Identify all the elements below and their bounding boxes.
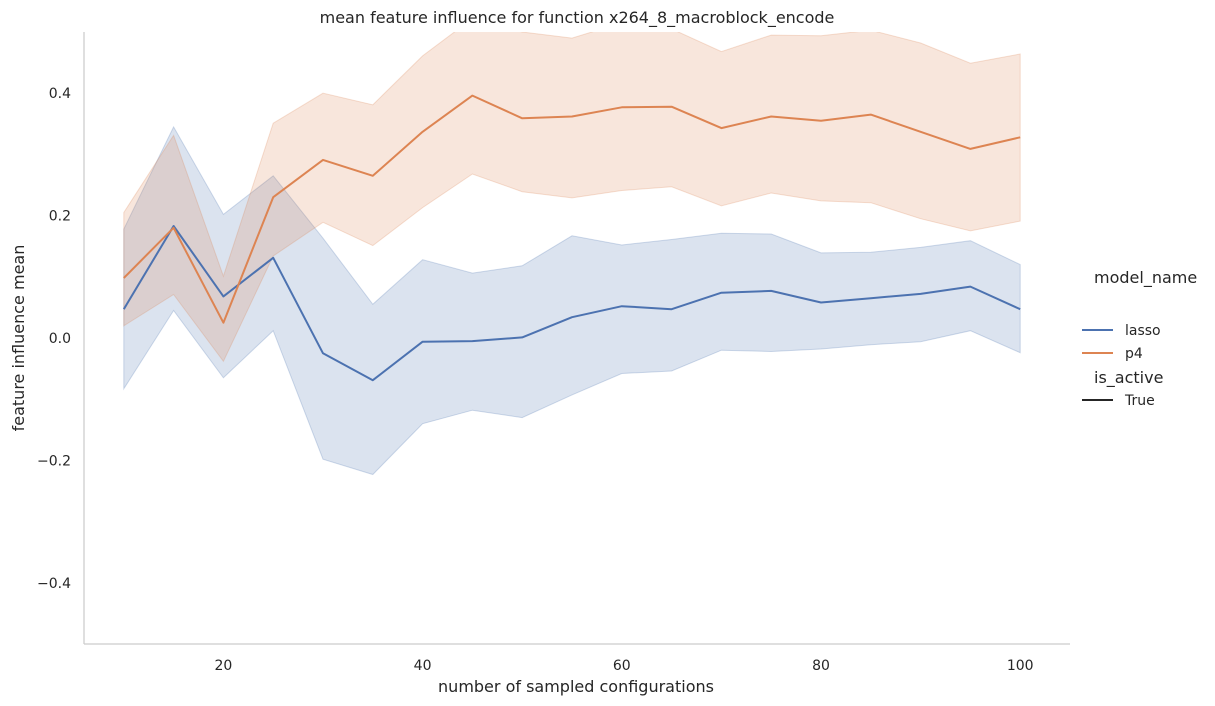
y-tick-label: −0.4 <box>37 576 71 592</box>
x-axis-title: number of sampled configurations <box>438 677 714 696</box>
legend: model_name lasso p4 is_active True <box>1082 268 1197 409</box>
x-tick-label: 40 <box>414 658 432 674</box>
y-axis-title: feature influence mean <box>9 245 28 432</box>
x-tick-labels: 20 40 60 80 100 <box>214 658 1033 674</box>
line-p4 <box>123 94 1021 324</box>
band-lasso <box>123 125 1021 476</box>
series-lines <box>122 94 1021 382</box>
y-tick-label: 0.2 <box>49 209 71 225</box>
legend-hue-title: model_name <box>1094 268 1197 288</box>
x-tick-label: 20 <box>214 658 232 674</box>
band-p4 <box>123 32 1021 363</box>
y-tick-label: 0.4 <box>49 86 71 102</box>
legend-style-title: is_active <box>1094 368 1163 388</box>
line-lasso <box>122 225 1021 382</box>
y-tick-label: 0.0 <box>49 331 71 347</box>
x-tick-label: 80 <box>812 658 830 674</box>
legend-series-entries: lasso p4 <box>1082 323 1161 362</box>
chart-title: mean feature influence for function x264… <box>320 8 835 28</box>
confidence-bands <box>123 32 1021 476</box>
legend-label-lasso: lasso <box>1125 323 1161 339</box>
x-tick-label: 60 <box>613 658 631 674</box>
x-tick-label: 100 <box>1007 658 1034 674</box>
y-tick-label: −0.2 <box>37 453 71 469</box>
y-tick-labels: −0.4 −0.2 0.0 0.2 0.4 <box>37 86 71 592</box>
legend-style-label: True <box>1124 393 1155 409</box>
legend-label-p4: p4 <box>1125 346 1143 362</box>
